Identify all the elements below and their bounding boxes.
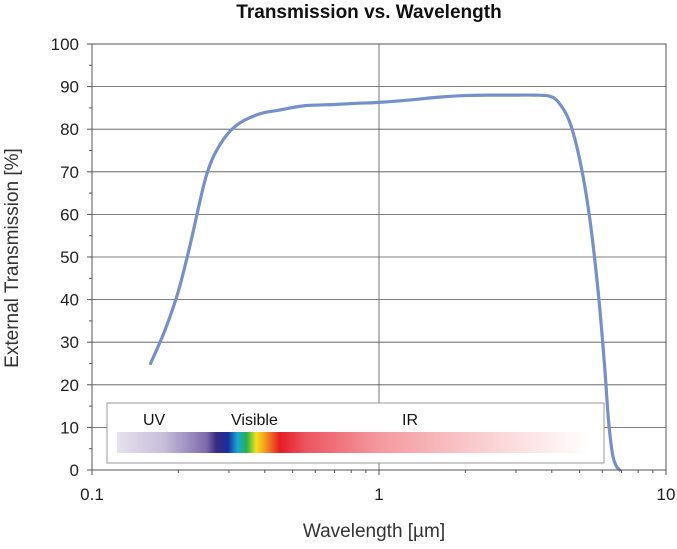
y-tick-labels: 0 10 20 30 40 50 60 70 80 90 100 [51, 35, 79, 480]
y-tick-label: 90 [60, 78, 79, 97]
x-tick-labels: 0.1 1 10 [80, 485, 675, 504]
x-tick-label: 0.1 [80, 485, 104, 504]
y-tick-label: 0 [70, 461, 79, 480]
series-layer [148, 93, 622, 472]
transmission-series-line [148, 93, 622, 472]
y-axis-label: External Transmission [%] [2, 148, 23, 368]
x-tick-label: 1 [374, 485, 383, 504]
chart-title: Transmission vs. Wavelength [236, 2, 501, 23]
y-tick-label: 60 [60, 205, 79, 224]
plot-frame [91, 43, 667, 471]
x-tick-label: 10 [657, 485, 676, 504]
y-tick-label: 30 [60, 333, 79, 352]
spectrum-legend: UV Visible IR [106, 402, 605, 464]
y-tick-label: 50 [60, 248, 79, 267]
uv-label: UV [143, 412, 166, 429]
ir-label: IR [402, 412, 418, 429]
y-tick-label: 70 [60, 163, 79, 182]
spectrum-bar [117, 432, 589, 453]
y-tick-label: 80 [60, 120, 79, 139]
y-tick-label: 100 [51, 35, 79, 54]
y-tick-label: 40 [60, 291, 79, 310]
x-axis-label: Wavelength [µm] [303, 521, 445, 542]
y-tick-label: 20 [60, 376, 79, 395]
visible-label: Visible [231, 412, 278, 429]
y-tick-label: 10 [60, 418, 79, 437]
